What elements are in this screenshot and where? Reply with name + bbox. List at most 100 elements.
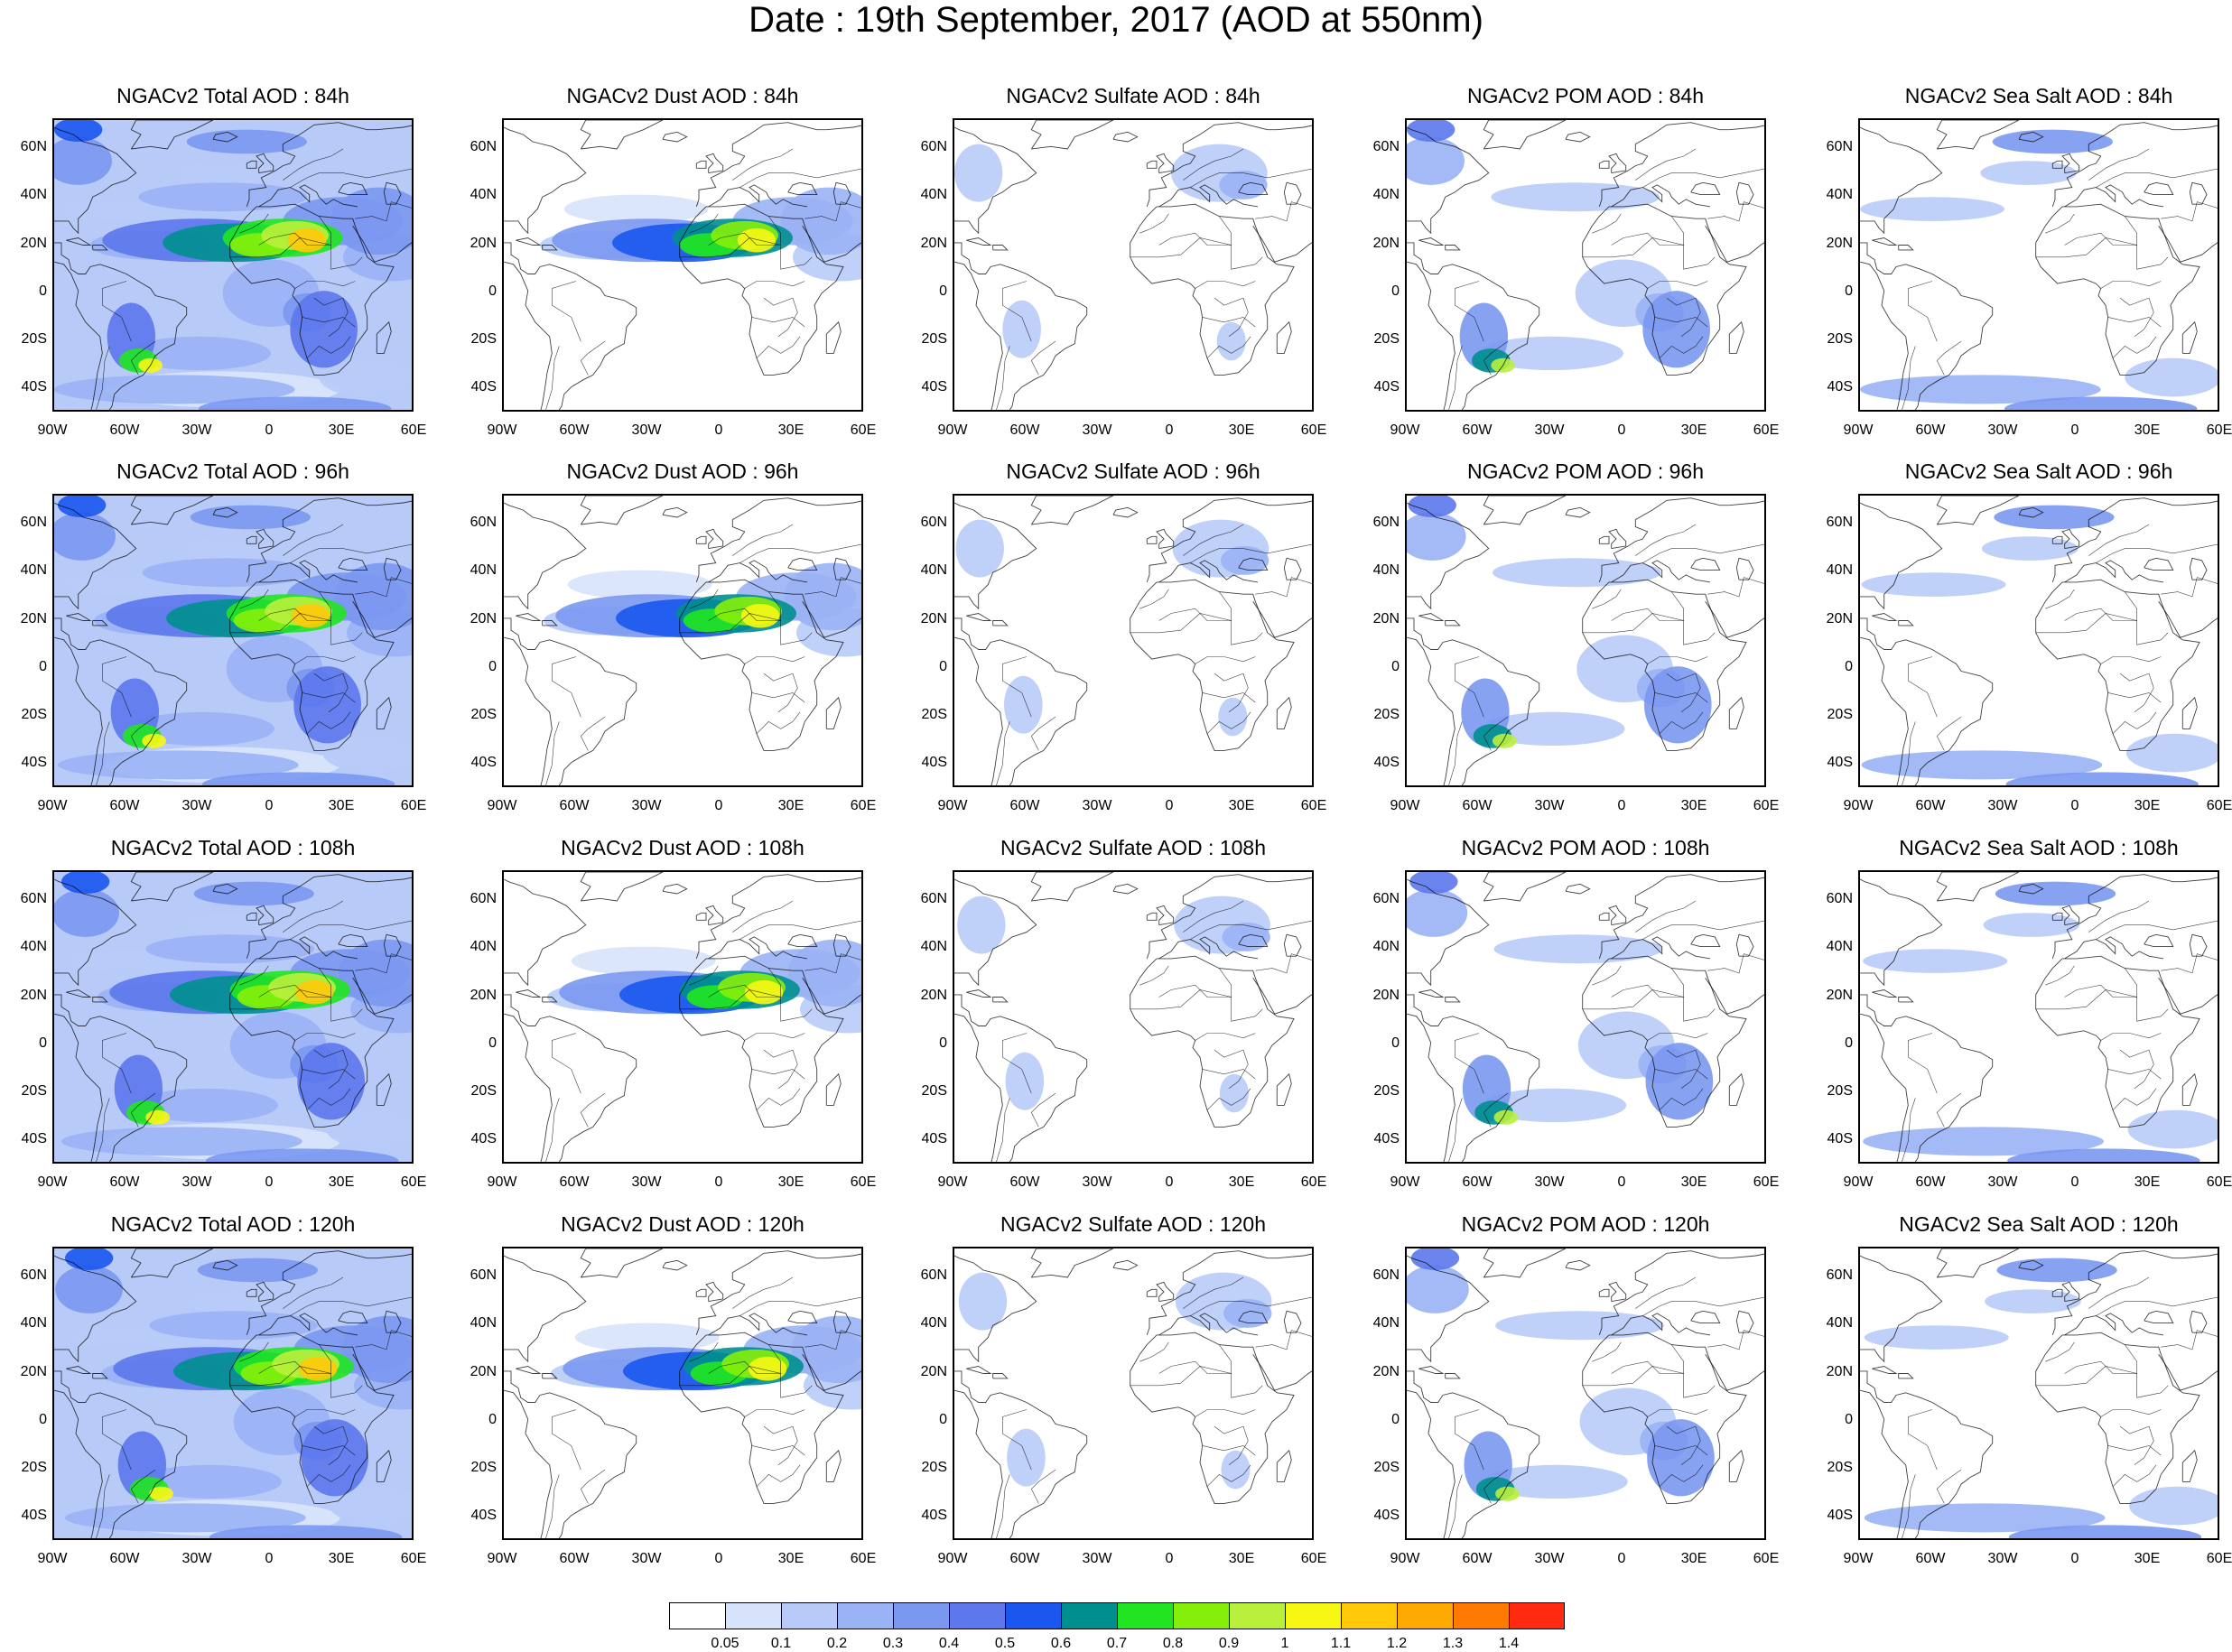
lat-tick-label: 40N xyxy=(20,562,47,579)
country-border xyxy=(290,1296,412,1316)
panel-title: NGACv2 POM AOD : 96h xyxy=(1466,459,1705,483)
coastline xyxy=(1860,1370,1994,1538)
lat-tick-label: 60N xyxy=(470,138,497,154)
country-border xyxy=(2119,673,2154,713)
country-border xyxy=(1483,716,1509,751)
country-border xyxy=(751,1445,805,1456)
coastline xyxy=(2061,905,2080,926)
coastline xyxy=(2051,497,2218,583)
coastline xyxy=(2181,696,2198,729)
coastline xyxy=(338,557,368,571)
country-border xyxy=(290,543,412,563)
country-border xyxy=(2119,297,2154,338)
country-border xyxy=(2045,213,2075,234)
map-canvas xyxy=(54,872,412,1162)
lon-tick-label: 60W xyxy=(1462,422,1493,438)
coastline xyxy=(708,936,808,960)
country-border xyxy=(1130,1366,1263,1398)
aod-plume xyxy=(1220,545,1269,575)
lat-tick-label: 60N xyxy=(1826,138,1853,154)
aod-plume xyxy=(330,1486,412,1526)
coastline xyxy=(212,1259,238,1271)
panel-title: NGACv2 Sea Salt AOD : 96h xyxy=(1904,459,2173,483)
country-border xyxy=(2100,1409,2162,1417)
aod-plume xyxy=(563,194,709,224)
coastline xyxy=(1112,1259,1139,1271)
coastline xyxy=(1598,912,1610,921)
lon-tick-label: 30E xyxy=(328,422,355,438)
coastline xyxy=(787,1310,818,1324)
coastline xyxy=(2064,936,2164,960)
country-border xyxy=(708,1344,782,1374)
coastline xyxy=(825,696,842,729)
lon-tick-label: 0 xyxy=(265,798,274,813)
lat-tick-label: 20S xyxy=(1827,331,1853,348)
coastline xyxy=(383,933,402,957)
coastline xyxy=(66,613,92,621)
coastline xyxy=(1860,261,1909,410)
coastline xyxy=(705,153,724,174)
panel-title: NGACv2 Sulfate AOD : 96h xyxy=(1006,459,1260,483)
aod-plume xyxy=(1002,300,1041,358)
country-border xyxy=(1454,656,1484,718)
lon-tick-label: 0 xyxy=(265,1174,274,1190)
coastline xyxy=(2018,1259,2044,1271)
coastline xyxy=(1598,497,1764,583)
coastline xyxy=(516,1366,542,1374)
country-border xyxy=(689,589,719,609)
coastline xyxy=(1407,1013,1455,1162)
lat-tick-label: 20S xyxy=(470,331,497,348)
lat-tick-label: 20S xyxy=(470,1460,497,1476)
coastline xyxy=(130,496,214,525)
page-title: Date : 19th September, 2017 (AOD at 550n… xyxy=(749,0,1483,40)
coastline xyxy=(695,160,707,169)
country-border xyxy=(1130,989,1263,1022)
coastline xyxy=(1728,1072,1744,1106)
lat-tick-label: 60N xyxy=(470,890,497,906)
colorbar-label: 1.1 xyxy=(1330,1636,1352,1651)
lat-tick-label: 60N xyxy=(1372,890,1400,906)
coastline xyxy=(1418,237,1445,246)
country-border xyxy=(1666,297,1701,338)
lon-tick-label: 0 xyxy=(714,1551,723,1566)
aod-plume xyxy=(2008,1525,2202,1538)
lat-tick-label: 40S xyxy=(1373,1131,1400,1147)
aod-plume xyxy=(1483,1464,1628,1499)
lat-tick-label: 20N xyxy=(20,235,47,251)
lon-tick-label: 60E xyxy=(1300,1551,1327,1566)
coastline xyxy=(66,989,92,998)
country-border xyxy=(2064,968,2138,998)
country-border xyxy=(1642,543,1764,563)
country-border xyxy=(2161,577,2218,598)
coastline xyxy=(1936,496,2020,525)
aod-plume xyxy=(2007,1148,2200,1162)
country-border xyxy=(1206,1464,1251,1487)
country-border xyxy=(1483,1469,1509,1504)
country-border xyxy=(1907,281,1938,342)
aod-plume xyxy=(748,1356,787,1381)
country-border xyxy=(1635,900,1697,933)
lat-tick-label: 60N xyxy=(20,890,47,906)
lat-tick-label: 40S xyxy=(21,379,47,395)
country-border xyxy=(2112,711,2157,734)
aod-plume xyxy=(65,1503,306,1533)
coastline xyxy=(1030,496,1114,525)
coastline xyxy=(2189,557,2208,580)
aod-plume xyxy=(567,570,712,599)
coastline xyxy=(504,242,637,410)
coastline xyxy=(54,1013,103,1162)
country-border xyxy=(313,297,349,338)
aod-plume xyxy=(1407,512,1466,561)
coastline xyxy=(787,181,818,196)
coastline xyxy=(1146,122,1312,208)
coastline xyxy=(1030,1248,1114,1278)
country-border xyxy=(1666,1049,1701,1090)
coastline xyxy=(229,203,395,376)
country-border xyxy=(739,543,861,563)
coastline xyxy=(54,617,188,785)
aod-plume xyxy=(958,1272,1008,1331)
coastline xyxy=(1608,528,1627,550)
lat-tick-label: 40N xyxy=(1826,939,1853,955)
aod-plume xyxy=(298,1356,338,1381)
lat-tick-label: 40S xyxy=(921,1131,947,1147)
